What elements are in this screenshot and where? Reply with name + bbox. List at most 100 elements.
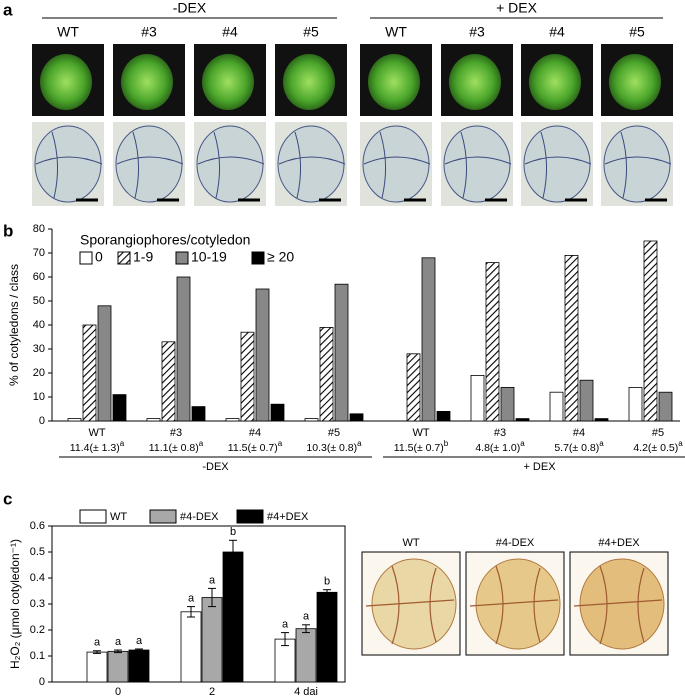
x-tick-label: 4 dai <box>294 686 318 698</box>
sublabel-value: 11.5(± 0.7) <box>228 442 278 454</box>
sublabel-value: 5.7(± 0.8) <box>554 442 599 454</box>
sublabel-mark: a <box>278 439 283 448</box>
bar <box>240 331 255 422</box>
bar <box>485 262 500 422</box>
column-label: #4 <box>222 24 238 40</box>
sublabel-mark: b <box>444 439 449 448</box>
legend-swatch <box>117 251 131 265</box>
y-tick-label: 80 <box>33 223 45 235</box>
bar <box>658 391 673 422</box>
bar <box>295 628 317 683</box>
error-bar <box>323 589 331 596</box>
sublabel-mark: a <box>120 439 125 448</box>
bar <box>67 418 82 422</box>
y-tick-label: 20 <box>33 367 45 379</box>
bar <box>255 288 270 422</box>
error-bar <box>302 624 310 634</box>
x-tick-label: 0 <box>115 686 121 698</box>
legend-label: WT <box>110 511 127 523</box>
column-label: WT <box>385 24 407 40</box>
error-bar <box>229 539 237 565</box>
bar <box>146 418 161 422</box>
significance-letter: a <box>282 619 289 631</box>
error-bar <box>93 650 101 654</box>
bar <box>406 353 421 422</box>
x-tick-label: #3 <box>170 427 182 439</box>
x-sublabel: 11.5(± 0.7)a <box>228 439 283 454</box>
leaf <box>115 125 183 203</box>
bar <box>643 240 658 422</box>
significance-letter: a <box>136 635 143 647</box>
significance-letter: b <box>230 526 236 538</box>
x-sublabel: 5.7(± 0.8)a <box>554 439 604 454</box>
photo-subject <box>283 54 335 110</box>
panel-label: c <box>3 489 12 508</box>
error-bar <box>281 632 289 647</box>
bar <box>564 254 579 422</box>
group-label: + DEX <box>523 461 556 473</box>
legend-label: #4+DEX <box>267 511 309 523</box>
x-tick-label: 2 <box>209 686 215 698</box>
group-label: -DEX <box>202 461 229 473</box>
legend-swatch <box>79 509 107 524</box>
y-tick-label: 0.5 <box>30 546 45 558</box>
sublabel-value: 11.5(± 0.7) <box>394 442 444 454</box>
veins <box>365 565 455 645</box>
bar <box>470 374 485 422</box>
leaf <box>579 558 665 650</box>
bar <box>201 597 223 683</box>
bar <box>334 283 349 422</box>
bar <box>180 611 202 683</box>
significance-letter: b <box>324 576 330 588</box>
leaf <box>475 558 561 650</box>
x-tick-label: WT <box>412 427 429 439</box>
error-bar <box>187 606 195 618</box>
y-tick-label: 0.6 <box>30 520 45 532</box>
veins <box>35 131 103 199</box>
x-tick-label: #5 <box>652 427 664 439</box>
veins <box>278 131 346 199</box>
column-label: #5 <box>629 24 645 40</box>
bar <box>128 649 150 683</box>
legend-label: 10-19 <box>191 249 227 265</box>
error-bar <box>208 587 216 608</box>
bar <box>107 650 129 683</box>
photo-subject <box>609 54 661 110</box>
image-label: #4-DEX <box>496 537 535 549</box>
leaf <box>603 125 671 203</box>
leaf <box>362 125 430 203</box>
leaf <box>34 125 102 203</box>
leaf <box>371 558 457 650</box>
bar <box>500 386 515 422</box>
bar <box>421 257 436 422</box>
sublabel-mark: a <box>357 439 362 448</box>
legend-swatch <box>79 251 93 265</box>
bar <box>579 379 594 422</box>
bar <box>349 413 364 422</box>
image-label: WT <box>402 537 419 549</box>
legend-swatch <box>236 509 264 524</box>
bar <box>594 418 609 422</box>
legend-label: 1-9 <box>133 249 153 265</box>
significance-letter: a <box>188 593 195 605</box>
column-label: WT <box>57 24 79 40</box>
x-sublabel: 11.1(± 0.8)a <box>149 439 204 454</box>
sublabel-value: 11.1(± 0.8) <box>149 442 199 454</box>
photo-subject <box>368 54 420 110</box>
y-tick-label: 50 <box>33 295 45 307</box>
leaf <box>196 125 264 203</box>
veins <box>573 565 663 645</box>
photo-subject <box>529 54 581 110</box>
significance-letter: a <box>94 637 101 649</box>
photo-subject <box>202 54 254 110</box>
veins <box>363 131 431 199</box>
x-tick-label: #4 <box>249 427 261 439</box>
sublabel-value: 11.4(± 1.3) <box>70 442 120 454</box>
veins <box>116 131 184 199</box>
y-tick-label: 70 <box>33 247 45 259</box>
group-title: + DEX <box>496 0 538 16</box>
column-label: #4 <box>549 24 565 40</box>
x-tick-label: WT <box>88 427 105 439</box>
